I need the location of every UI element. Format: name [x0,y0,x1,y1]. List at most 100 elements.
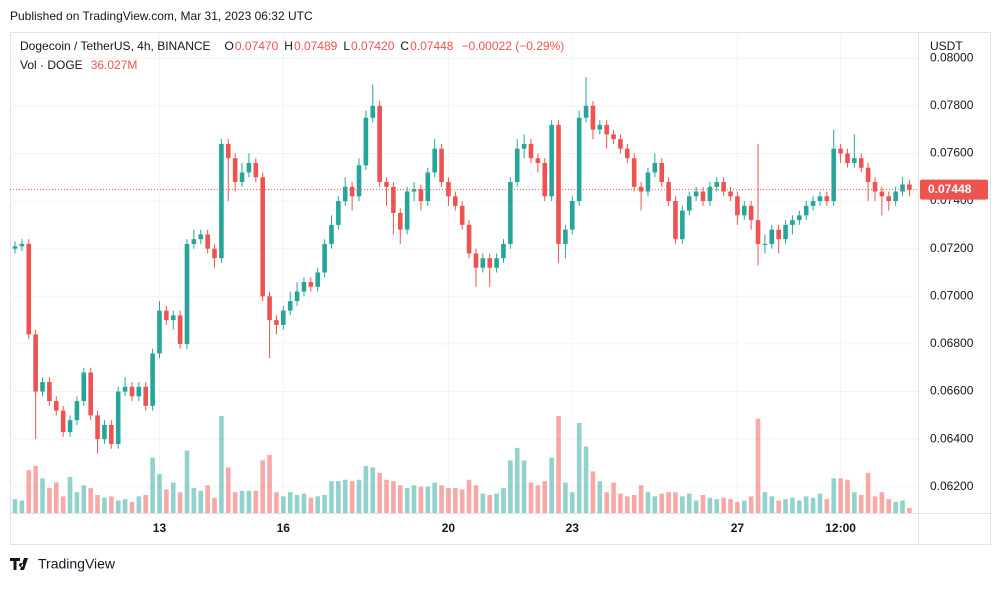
volume-bar [872,496,878,513]
volume-bar [597,481,603,513]
candle-body [26,243,32,335]
x-tick-label: 27 [731,521,745,535]
candle-body [225,143,231,159]
candle-body [170,315,176,321]
candle-body [356,165,362,197]
volume-bar [377,472,382,513]
candle-body [157,310,162,354]
candle-body [40,382,45,392]
volume-label: Vol · DOGE [20,58,83,72]
candle-body [797,215,802,221]
published-note: Published on TradingView.com, Mar 31, 20… [10,9,313,23]
volume-bar [129,501,135,513]
volume-bar [370,467,376,513]
volume-bar [198,490,204,513]
volume-bar [769,496,775,513]
volume-bar [164,489,169,513]
volume-bar [219,416,224,513]
candle-body [645,172,651,192]
candle-body [611,134,616,140]
candle-body [363,117,369,166]
candle-body [659,162,665,183]
candle-body [308,282,314,287]
candle-body [342,186,348,202]
candle-body [239,172,245,183]
candle-body [336,201,341,225]
volume-bar [521,460,527,513]
candle-body [528,143,534,159]
volume-bar [480,493,486,513]
candle-body [466,224,472,254]
volume-bar [329,481,334,513]
candle-body [315,272,321,287]
candle-body [53,401,59,411]
candle-body [391,186,396,213]
volume-bar [824,499,830,513]
candle-body [212,248,217,259]
volume-bar [12,499,18,513]
logo-icon [10,558,28,570]
volume-bar [212,497,217,513]
volume-bar [26,470,32,513]
volume-bar [88,488,93,513]
volume-bar [845,479,850,513]
volume-bar [886,499,892,513]
candle-body [136,386,142,397]
volume-bar [157,474,162,513]
volume-bar [741,500,747,513]
candle-body [625,148,630,159]
volume-bar [686,493,692,513]
candle-body [487,258,493,268]
candle-body [411,189,417,192]
volume-bar [170,482,176,513]
candle-body [514,148,520,183]
volume-bar [40,478,45,513]
volume-bar [356,479,362,513]
x-tick-label: 20 [442,521,456,535]
volume-bar [274,492,279,513]
ohlc-key: O [225,39,234,53]
candle-body [776,229,781,240]
candle-body [281,310,286,325]
candle-body [425,172,431,202]
ohlc-key: H [284,39,293,53]
volume-bar [60,496,66,513]
candle-body [219,143,224,259]
volume-bar [466,479,472,513]
candle-body [67,420,73,433]
candle-body [728,191,733,197]
candle-body [81,372,87,402]
volume-bar [638,485,644,513]
symbol-title: Dogecoin / TetherUS, 4h, BINANCE [20,39,211,53]
volume-bar [625,496,630,513]
candle-body [569,201,575,230]
volume-bar [542,481,548,513]
volume-bar [514,447,520,513]
volume-bar [53,482,59,513]
candle-body [33,334,38,392]
candle-body [88,372,93,416]
volume-bar [397,485,403,513]
volume-bar [459,489,465,513]
candle-body [604,124,609,135]
candle-body [852,158,857,163]
candle-body [748,205,754,221]
volume-bar [19,500,25,513]
candle-body [150,353,155,406]
y-tick-label: 0.07200 [930,241,974,255]
volume-bar [287,492,293,513]
candle-body [205,234,210,249]
volume-bar [301,493,307,513]
candle-body [480,258,486,268]
chart-frame [10,32,991,545]
volume-bar [831,478,837,513]
candle-body [556,124,561,244]
candle-body [404,191,410,230]
y-axis-label: USDT [930,39,963,53]
volume-bar [205,485,210,513]
candle-body [246,162,252,173]
volume-bar [666,492,671,513]
ohlc-value: 0.07470 [235,39,279,53]
candle-body [583,105,589,118]
